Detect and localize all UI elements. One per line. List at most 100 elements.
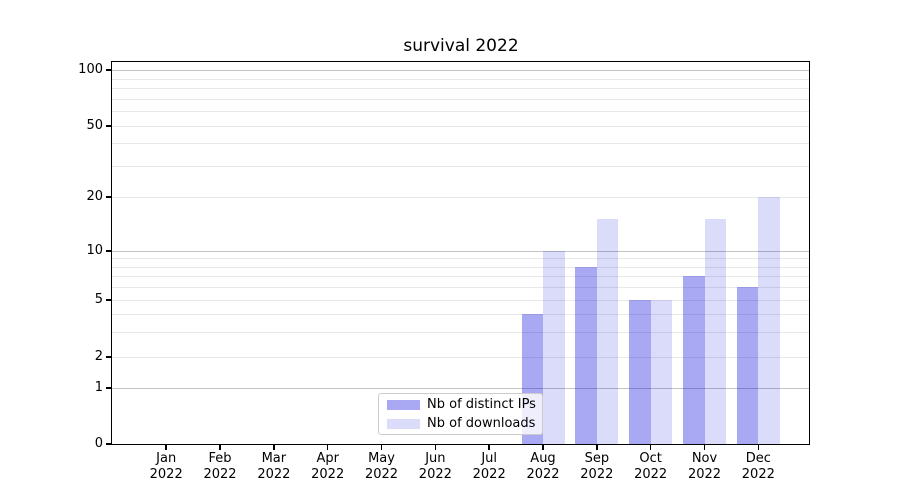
major-gridline — [112, 388, 809, 389]
x-tick-year: 2022 — [257, 467, 291, 482]
bar-distinct-ips — [629, 300, 651, 444]
x-tick-month: Feb — [208, 451, 232, 466]
minor-gridline — [112, 313, 809, 315]
y-tick-mark — [106, 443, 111, 445]
bar-downloads — [650, 300, 673, 444]
x-tick-month: Jun — [425, 451, 446, 466]
x-tick-mark — [380, 445, 383, 450]
y-tick-label: 10 — [86, 243, 103, 258]
x-tick-year: 2022 — [364, 467, 399, 482]
x-tick-label: Aug 2022 — [513, 451, 573, 483]
x-tick-month: Sep — [584, 451, 610, 466]
x-tick-label: Sep 2022 — [567, 451, 627, 483]
x-tick-mark — [165, 445, 167, 450]
legend-swatch-downloads — [387, 418, 420, 429]
x-tick-label: Nov 2022 — [675, 451, 735, 483]
x-tick-mark — [273, 445, 275, 450]
minor-gridline — [112, 78, 809, 80]
bar-downloads — [758, 197, 780, 444]
minor-gridline — [112, 197, 809, 198]
x-tick-year: 2022 — [311, 467, 345, 482]
y-tick-label: 1 — [94, 380, 103, 395]
x-tick-year: 2022 — [203, 467, 237, 482]
legend-label: Nb of distinct IPs — [427, 397, 536, 412]
y-tick-mark — [106, 250, 111, 252]
bar-distinct-ips — [736, 287, 759, 444]
minor-gridline — [112, 287, 809, 289]
x-tick-month: Oct — [639, 451, 662, 466]
minor-gridline — [112, 266, 809, 268]
x-tick-year: 2022 — [687, 467, 722, 482]
x-tick-label: Mar 2022 — [244, 451, 304, 483]
x-tick-label: Oct 2022 — [621, 451, 681, 483]
y-tick-label: 20 — [86, 189, 103, 204]
x-tick-year: 2022 — [580, 467, 614, 482]
x-tick-label: Jun 2022 — [405, 451, 465, 483]
bar-downloads — [596, 219, 619, 444]
x-tick-month: Jul — [481, 451, 498, 466]
minor-gridline — [112, 111, 809, 113]
x-tick-mark — [488, 445, 490, 450]
major-gridline — [112, 70, 809, 71]
x-tick-label: Apr 2022 — [298, 451, 358, 483]
minor-gridline — [112, 300, 809, 301]
y-tick-label: 100 — [78, 62, 103, 77]
x-tick-label: Feb 2022 — [190, 451, 250, 483]
x-tick-mark — [219, 445, 221, 450]
x-tick-mark — [757, 445, 760, 450]
legend-row: Nb of downloads — [387, 416, 542, 432]
x-tick-year: 2022 — [741, 467, 775, 482]
minor-gridline — [112, 258, 809, 260]
minor-gridline — [112, 98, 809, 100]
minor-gridline — [112, 88, 809, 90]
x-tick-month: Apr — [316, 451, 339, 466]
x-tick-label: May 2022 — [352, 451, 412, 483]
y-tick-label: 5 — [94, 292, 103, 307]
y-tick-mark — [106, 69, 111, 71]
x-tick-mark — [649, 445, 652, 450]
x-tick-month: Dec — [745, 451, 771, 466]
y-tick-mark — [106, 387, 111, 389]
chart-title: survival 2022 — [403, 36, 519, 56]
bar-distinct-ips — [683, 276, 705, 444]
y-tick-label: 50 — [86, 118, 103, 133]
legend-label: Nb of downloads — [427, 416, 536, 431]
y-tick-mark — [106, 125, 111, 127]
x-tick-year: 2022 — [526, 467, 560, 482]
y-tick-mark — [106, 356, 111, 358]
minor-gridline — [112, 165, 809, 167]
x-tick-month: Jan — [156, 451, 177, 466]
x-tick-month: Mar — [261, 451, 287, 466]
legend-swatch-distinct-ips — [387, 399, 420, 410]
legend-row: Nb of distinct IPs — [387, 397, 542, 413]
y-tick-mark — [106, 299, 111, 301]
x-tick-mark — [542, 445, 544, 450]
x-tick-year: 2022 — [472, 467, 506, 482]
bar-downloads — [543, 251, 565, 444]
minor-gridline — [112, 276, 809, 278]
legend: Nb of distinct IPs Nb of downloads — [378, 393, 543, 435]
y-tick-label: 2 — [94, 349, 103, 364]
x-tick-month: Aug — [530, 451, 556, 466]
x-tick-mark — [434, 445, 437, 450]
minor-gridline — [112, 143, 809, 145]
minor-gridline — [112, 331, 809, 333]
x-tick-month: Nov — [691, 451, 718, 466]
x-tick-year: 2022 — [418, 467, 452, 482]
x-tick-mark — [596, 445, 598, 450]
x-tick-mark — [703, 445, 706, 450]
x-tick-label: Jul 2022 — [459, 451, 519, 483]
y-tick-mark — [106, 196, 111, 198]
x-tick-year: 2022 — [149, 467, 183, 482]
x-tick-month: May — [368, 451, 395, 466]
minor-gridline — [112, 126, 809, 127]
x-tick-year: 2022 — [634, 467, 668, 482]
bar-downloads — [704, 219, 726, 444]
x-tick-label: Dec 2022 — [728, 451, 788, 483]
x-tick-label: Jan 2022 — [136, 451, 196, 483]
bar-distinct-ips — [575, 266, 597, 444]
major-gridline — [112, 251, 809, 252]
x-tick-mark — [326, 445, 329, 450]
y-tick-label: 0 — [94, 436, 103, 451]
